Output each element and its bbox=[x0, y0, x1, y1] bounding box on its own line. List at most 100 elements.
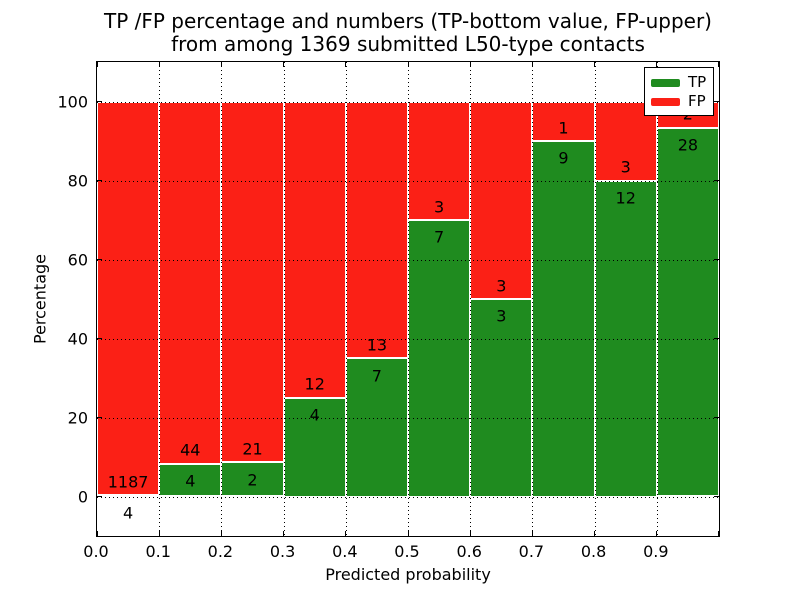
fp-count-label: 1 bbox=[558, 118, 569, 138]
tp-count-label: 9 bbox=[558, 148, 569, 168]
x-tick-label: 0.2 bbox=[207, 542, 234, 561]
bar-segment-tp bbox=[532, 141, 595, 497]
y-tick-right bbox=[714, 101, 719, 102]
fp-count-label: 3 bbox=[620, 157, 631, 177]
x-tick-label: 0.1 bbox=[145, 542, 171, 561]
x-gridline bbox=[408, 62, 409, 536]
x-gridline bbox=[532, 62, 534, 536]
bar-segment-fp bbox=[97, 101, 160, 496]
bar-segment-tp bbox=[159, 463, 222, 497]
fp-count-label: 3 bbox=[434, 197, 445, 217]
x-tick-bottom bbox=[594, 531, 596, 536]
bar-segment-fp bbox=[221, 101, 284, 463]
x-tick-label: 0.8 bbox=[580, 542, 607, 561]
x-tick-label: 0.6 bbox=[456, 542, 482, 561]
x-tick-bottom bbox=[531, 531, 533, 536]
y-tick-left bbox=[97, 101, 102, 102]
y-tick-label: 80 bbox=[67, 171, 88, 190]
fp-count-label: 13 bbox=[366, 335, 388, 355]
x-tick-top bbox=[469, 62, 471, 67]
fp-count-label: 12 bbox=[304, 374, 325, 394]
x-tick-top bbox=[158, 62, 160, 67]
x-gridline bbox=[283, 62, 285, 536]
tp-count-label: 4 bbox=[309, 405, 320, 425]
bar-segment-fp bbox=[345, 101, 408, 359]
x-tick-bottom bbox=[158, 531, 160, 536]
fp-count-label: 1187 bbox=[107, 472, 149, 492]
x-tick-bottom bbox=[96, 531, 98, 536]
legend-item-fp: FP bbox=[651, 92, 707, 111]
y-tick-label: 0 bbox=[77, 487, 88, 506]
x-tick-top bbox=[656, 62, 658, 67]
x-tick-top bbox=[220, 62, 222, 67]
y-tick-right bbox=[714, 338, 719, 339]
fp-count-label: 44 bbox=[180, 440, 201, 460]
plot-area: TP FP 11874444212124137373319312228 bbox=[96, 61, 720, 537]
y-tick-label: 40 bbox=[67, 329, 88, 348]
y-tick-left bbox=[97, 496, 102, 497]
x-tick-top bbox=[345, 62, 347, 67]
bar-segment-fp bbox=[159, 101, 222, 464]
x-tick-top bbox=[96, 62, 98, 67]
x-tick-bottom bbox=[717, 531, 719, 536]
tp-count-label: 4 bbox=[185, 471, 196, 491]
x-gridline bbox=[656, 62, 658, 536]
x-gridline bbox=[345, 62, 347, 536]
bar-segment-tp bbox=[408, 220, 471, 497]
tp-count-label: 2 bbox=[247, 470, 258, 490]
tp-count-label: 3 bbox=[496, 306, 507, 326]
y-tick-label: 100 bbox=[57, 92, 88, 111]
x-tick-label: 0.9 bbox=[643, 542, 669, 561]
y-tick-label: 20 bbox=[67, 408, 88, 427]
x-tick-label: 0.7 bbox=[518, 542, 545, 561]
tp-count-label: 4 bbox=[123, 503, 134, 523]
legend-label-fp: FP bbox=[688, 92, 706, 110]
chart-title-line2: from among 1369 submitted L50-type conta… bbox=[171, 32, 645, 56]
chart-title: TP /FP percentage and numbers (TP-bottom… bbox=[96, 10, 720, 56]
x-tick-label: 0.5 bbox=[394, 542, 420, 561]
x-tick-bottom bbox=[469, 531, 471, 536]
x-tick-bottom bbox=[656, 531, 658, 536]
bar-segment-tp bbox=[470, 299, 533, 497]
x-tick-top bbox=[283, 62, 285, 67]
legend: TP FP bbox=[644, 67, 714, 116]
y-tick-left bbox=[97, 338, 102, 339]
x-tick-bottom bbox=[220, 531, 222, 536]
tp-count-label: 28 bbox=[677, 135, 699, 155]
x-tick-label: 0.0 bbox=[83, 542, 109, 561]
x-tick-bottom bbox=[407, 531, 409, 536]
fp-color-swatch bbox=[651, 97, 680, 106]
x-tick-top bbox=[594, 62, 596, 67]
chart-title-line1: TP /FP percentage and numbers (TP-bottom… bbox=[104, 9, 712, 33]
x-gridline bbox=[470, 62, 472, 536]
bar-segment-fp bbox=[470, 101, 533, 299]
y-tick-label: 60 bbox=[67, 250, 88, 269]
tp-count-label: 7 bbox=[434, 227, 445, 247]
y-tick-right bbox=[714, 417, 719, 418]
x-tick-label: 0.3 bbox=[269, 542, 296, 561]
tp-color-swatch bbox=[651, 78, 680, 87]
x-tick-bottom bbox=[283, 531, 285, 536]
bar-segment-tp bbox=[283, 397, 346, 497]
y-tick-right bbox=[714, 259, 719, 260]
x-tick-label: 0.4 bbox=[332, 542, 358, 561]
x-tick-bottom bbox=[345, 531, 347, 536]
x-tick-top bbox=[531, 62, 533, 67]
y-tick-left bbox=[97, 259, 102, 260]
x-gridline bbox=[221, 62, 223, 536]
x-gridline bbox=[159, 62, 161, 536]
x-tick-top bbox=[717, 62, 719, 67]
legend-item-tp: TP bbox=[651, 73, 707, 92]
y-tick-left bbox=[97, 180, 102, 181]
fp-count-label: 21 bbox=[242, 439, 263, 459]
tp-count-label: 12 bbox=[615, 188, 636, 208]
bar-segment-tp bbox=[345, 358, 408, 497]
bar-segment-fp bbox=[283, 101, 346, 398]
x-axis-label: Predicted probability bbox=[325, 565, 491, 584]
y-tick-left bbox=[97, 417, 102, 418]
x-tick-top bbox=[407, 62, 409, 67]
legend-label-tp: TP bbox=[688, 73, 707, 91]
bar-segment-tp bbox=[656, 127, 719, 497]
y-tick-right bbox=[714, 180, 719, 181]
